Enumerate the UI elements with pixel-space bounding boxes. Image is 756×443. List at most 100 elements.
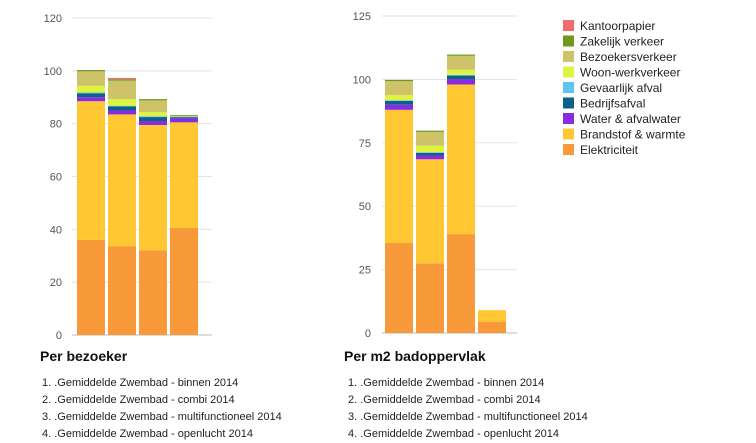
bar-segment	[170, 117, 198, 119]
legend-label: Woon-werkverkeer	[580, 66, 680, 80]
bar-segment	[447, 54, 475, 56]
bar-segment	[416, 152, 444, 156]
bar-segment	[139, 250, 167, 335]
y-tick-label: 40	[50, 224, 62, 236]
bar-segment	[77, 93, 105, 98]
bar-segment	[447, 55, 475, 70]
bar-segment	[416, 130, 444, 132]
category-label: 3. .Gemiddelde Zwembad - multifunctionee…	[42, 411, 282, 423]
y-tick-label: 80	[50, 119, 62, 131]
bar-segment	[416, 145, 444, 153]
bar-segment	[385, 242, 413, 333]
bar-segment	[139, 116, 167, 118]
bar-segment	[416, 263, 444, 333]
bar-segment	[139, 121, 167, 125]
legend-swatch	[563, 20, 574, 31]
bar-segment	[447, 69, 475, 75]
y-tick-label: 25	[359, 265, 371, 277]
bar-segment	[478, 310, 506, 322]
bar-segment	[108, 110, 136, 115]
bar-segment	[108, 105, 136, 107]
bar-segment	[385, 79, 413, 82]
bar-segment	[108, 114, 136, 247]
bar-segment	[108, 106, 136, 111]
bar-segment	[139, 117, 167, 122]
legend-swatch	[563, 82, 574, 93]
legend-label: Kantoorpapier	[580, 19, 655, 33]
bar-segment	[170, 228, 198, 335]
bar-segment	[447, 79, 475, 85]
category-label: 1. .Gemiddelde Zwembad - binnen 2014	[42, 377, 239, 389]
category-label: 4. .Gemiddelde Zwembad - openlucht 2014	[348, 428, 559, 440]
bar-segment	[170, 115, 198, 117]
bar-segment	[416, 131, 444, 146]
legend-swatch	[563, 144, 574, 155]
legend-label: Zakelijk verkeer	[580, 35, 664, 49]
bar-segment	[77, 97, 105, 102]
legend-swatch	[563, 113, 574, 124]
y-tick-label: 100	[44, 66, 62, 78]
chart-title-per-bezoeker: Per bezoeker	[40, 348, 128, 364]
legend-swatch	[563, 51, 574, 62]
bar-segment	[108, 77, 136, 80]
category-label: 4. .Gemiddelde Zwembad - openlucht 2014	[42, 428, 253, 440]
legend-label: Brandstof & warmte	[580, 128, 686, 142]
bar-segment	[447, 74, 475, 76]
category-list-per-bezoeker: 1. .Gemiddelde Zwembad - binnen 2014 2. …	[42, 375, 282, 443]
bar-segment	[139, 124, 167, 251]
legend-label: Bedrijfsafval	[580, 97, 645, 111]
y-tick-label: 120	[44, 13, 62, 25]
y-tick-label: 125	[353, 11, 371, 23]
bar-segment	[385, 81, 413, 96]
y-tick-label: 0	[365, 328, 371, 340]
bar-segment	[77, 70, 105, 72]
bar-segment	[416, 155, 444, 160]
y-tick-label: 100	[353, 74, 371, 86]
bar-segment	[139, 99, 167, 101]
category-label: 3. .Gemiddelde Zwembad - multifunctionee…	[348, 411, 588, 423]
legend-swatch	[563, 35, 574, 47]
bar-segment	[108, 79, 136, 81]
bar-segment	[170, 116, 198, 118]
legend-swatch	[563, 66, 574, 78]
category-label: 1. .Gemiddelde Zwembad - binnen 2014	[348, 377, 545, 389]
bar-segment	[77, 239, 105, 335]
y-tick-label: 75	[359, 138, 371, 150]
bar-segment	[385, 100, 413, 101]
bar-segment	[139, 112, 167, 117]
bar-segment	[108, 246, 136, 335]
bar-segment	[447, 234, 475, 333]
bar-segment	[416, 159, 444, 264]
y-tick-label: 60	[50, 172, 62, 184]
y-tick-label: 50	[359, 201, 371, 213]
legend-label: Bezoekersverkeer	[580, 50, 677, 64]
y-tick-label: 0	[56, 330, 62, 342]
bar-segment	[170, 122, 198, 229]
bar-segment	[385, 104, 413, 110]
bar-segment	[77, 71, 105, 86]
bar-segment	[77, 101, 105, 240]
bar-segment	[108, 80, 136, 100]
legend-swatch	[563, 128, 574, 140]
charts-canvas: 0 20 40 60 80 100 120 0 25 50 75 100 125 Kantoorpapie…	[44, 11, 686, 342]
legend-label: Elektriciteit	[580, 143, 639, 157]
bar-segment	[385, 95, 413, 101]
bar-segment	[416, 152, 444, 153]
bar-segment	[170, 114, 198, 116]
bar-segment	[170, 118, 198, 123]
category-list-per-m2: 1. .Gemiddelde Zwembad - binnen 2014 2. …	[348, 375, 588, 443]
bar-segment	[385, 109, 413, 243]
category-label: 2. .Gemiddelde Zwembad - combi 2014	[348, 394, 541, 406]
legend-swatch	[563, 97, 574, 109]
bar-segment	[77, 85, 105, 93]
bar-segment	[447, 84, 475, 235]
bar-segment	[478, 321, 506, 333]
bar-segment	[447, 75, 475, 80]
bar-segment	[385, 100, 413, 105]
bar-segment	[139, 100, 167, 113]
category-label: 2. .Gemiddelde Zwembad - combi 2014	[42, 394, 235, 406]
bar-segment	[108, 99, 136, 106]
legend-label: Gevaarlijk afval	[580, 81, 662, 95]
y-tick-label: 20	[50, 277, 62, 289]
bar-segment	[77, 92, 105, 94]
